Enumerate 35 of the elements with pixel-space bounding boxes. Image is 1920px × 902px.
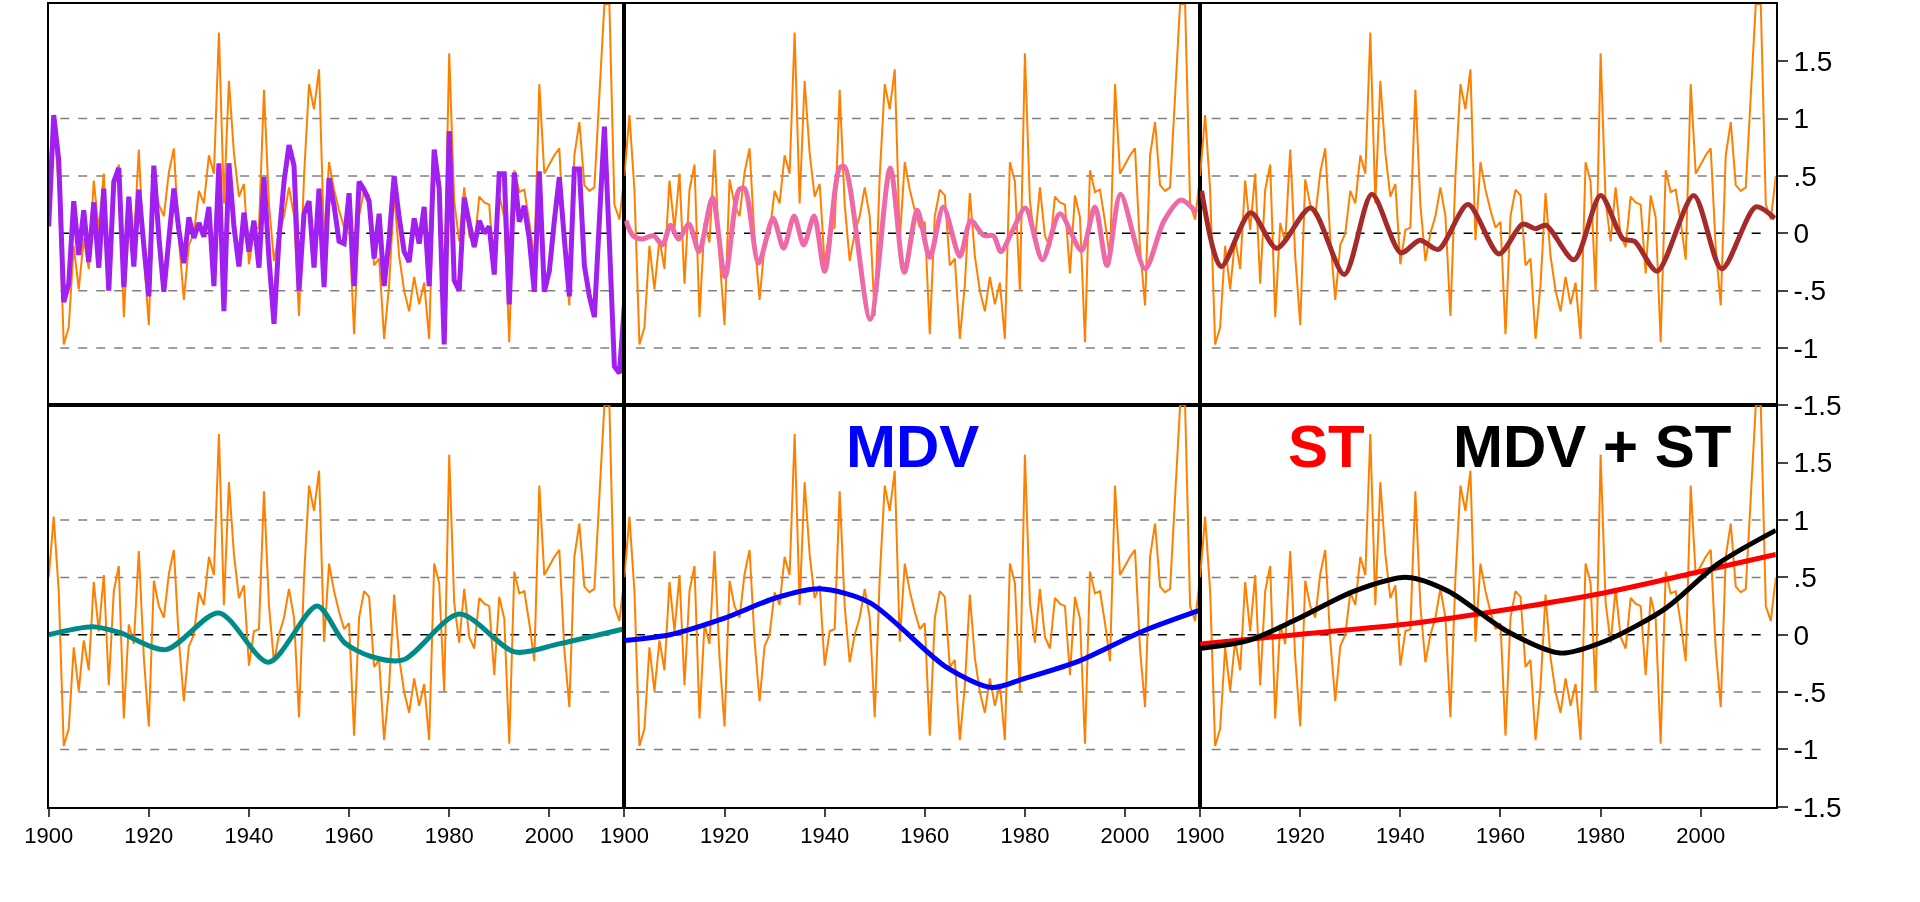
y-tick-label: 0	[1793, 218, 1809, 250]
x-tick-label: 1900	[24, 823, 74, 849]
y-tick-label: .5	[1793, 562, 1817, 594]
y-tick-label: 0	[1793, 619, 1809, 651]
x-tick-label: 1900	[1175, 823, 1225, 849]
x-tick-label: 1920	[124, 823, 174, 849]
x-tick-label: 1960	[324, 823, 374, 849]
y-tick-label: 1	[1793, 504, 1809, 536]
y-tick-label: -.5	[1793, 275, 1827, 307]
y-tick-label: 1.5	[1793, 447, 1833, 479]
x-tick-label: 1960	[900, 823, 950, 849]
x-tick-label: 1980	[1000, 823, 1050, 849]
x-tick-label: 1900	[599, 823, 649, 849]
y-tick-label: -1	[1793, 734, 1819, 766]
series-label: MDV + ST	[1453, 413, 1732, 480]
x-tick-label: 1940	[224, 823, 274, 849]
x-tick-label: 1920	[700, 823, 750, 849]
y-tick-label: 1	[1793, 103, 1809, 135]
x-tick-label: 2000	[524, 823, 574, 849]
y-tick-label: -.5	[1793, 676, 1827, 708]
x-tick-label: 2000	[1100, 823, 1150, 849]
x-tick-label: 1920	[1275, 823, 1325, 849]
y-tick-label: -1.5	[1793, 791, 1842, 823]
y-tick-label: -1	[1793, 332, 1819, 364]
series-label: MDV	[846, 413, 980, 480]
y-tick-label: 1.5	[1793, 46, 1833, 78]
x-tick-label: 1960	[1476, 823, 1525, 849]
text: ST	[1288, 413, 1365, 480]
y-tick-label: .5	[1793, 160, 1817, 192]
x-tick-label: 1940	[800, 823, 850, 849]
x-tick-label: 1980	[424, 823, 474, 849]
x-tick-label: 1980	[1576, 823, 1626, 849]
y-tick-label: -1.5	[1793, 390, 1842, 422]
x-tick-label: 1940	[1375, 823, 1425, 849]
x-tick-label: 2000	[1676, 823, 1726, 849]
